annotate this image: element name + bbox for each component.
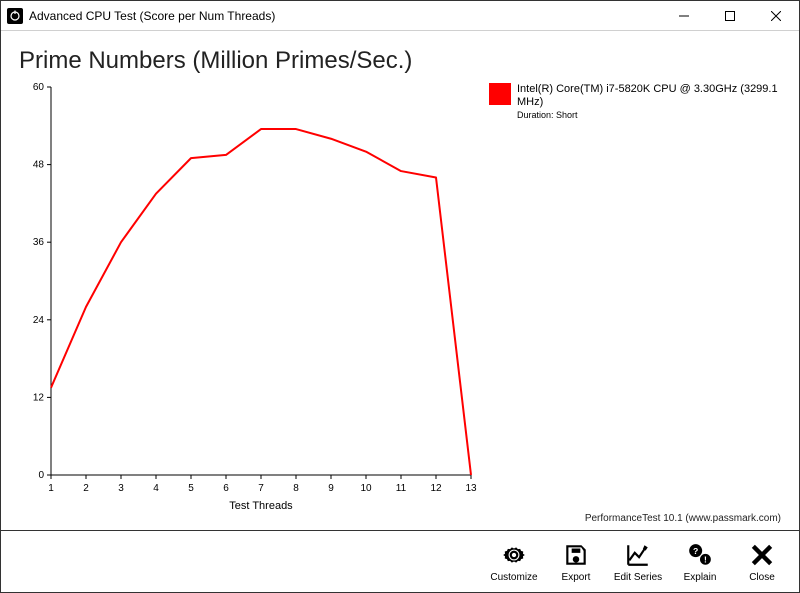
svg-text:8: 8 [293, 483, 299, 494]
minimize-button[interactable] [661, 1, 707, 30]
chart-container: 0122436486012345678910111213Test Threads [19, 79, 479, 517]
close-icon [749, 540, 775, 570]
svg-text:12: 12 [430, 483, 442, 494]
svg-text:60: 60 [33, 82, 45, 93]
export-label: Export [562, 572, 591, 583]
chart-line-icon [625, 540, 651, 570]
line-chart: 0122436486012345678910111213Test Threads [19, 79, 479, 517]
maximize-button[interactable] [707, 1, 753, 30]
svg-text:0: 0 [38, 470, 44, 481]
title-bar: Advanced CPU Test (Score per Num Threads… [1, 1, 799, 31]
legend-series-subtitle: Duration: Short [517, 110, 781, 121]
legend-text: Intel(R) Core(TM) i7-5820K CPU @ 3.30GHz… [517, 83, 781, 121]
svg-text:3: 3 [118, 483, 124, 494]
window-title: Advanced CPU Test (Score per Num Threads… [29, 9, 275, 23]
svg-text:11: 11 [396, 483, 407, 494]
svg-text:Test Threads: Test Threads [229, 500, 293, 512]
edit-series-button[interactable]: Edit Series [607, 531, 669, 592]
edit-series-label: Edit Series [614, 572, 662, 583]
explain-label: Explain [684, 572, 717, 583]
svg-text:10: 10 [360, 483, 372, 494]
close-button[interactable]: Close [731, 531, 793, 592]
close-window-button[interactable] [753, 1, 799, 30]
svg-text:6: 6 [223, 483, 229, 494]
svg-text:13: 13 [465, 483, 477, 494]
app-icon [7, 8, 23, 24]
chart-title: Prime Numbers (Million Primes/Sec.) [19, 47, 781, 75]
svg-text:9: 9 [328, 483, 334, 494]
svg-text:36: 36 [33, 237, 45, 248]
content-area: Prime Numbers (Million Primes/Sec.) 0122… [1, 31, 799, 530]
footer-credit: PerformanceTest 10.1 (www.passmark.com) [585, 513, 781, 524]
svg-text:12: 12 [33, 392, 45, 403]
explain-button[interactable]: ?! Explain [669, 531, 731, 592]
app-window: Advanced CPU Test (Score per Num Threads… [0, 0, 800, 593]
svg-text:?: ? [693, 546, 698, 556]
bottom-toolbar: Customize Export Edit Series ?! Explain … [1, 530, 799, 592]
svg-text:4: 4 [153, 483, 159, 494]
svg-text:24: 24 [33, 315, 45, 326]
export-button[interactable]: Export [545, 531, 607, 592]
legend-series-name: Intel(R) Core(TM) i7-5820K CPU @ 3.30GHz… [517, 83, 781, 109]
svg-text:7: 7 [258, 483, 264, 494]
customize-label: Customize [490, 572, 537, 583]
close-label: Close [749, 572, 775, 583]
svg-text:!: ! [704, 555, 707, 565]
legend-swatch [489, 83, 511, 105]
customize-button[interactable]: Customize [483, 531, 545, 592]
svg-text:48: 48 [33, 160, 45, 171]
gear-icon [501, 540, 527, 570]
window-controls [661, 1, 799, 30]
svg-text:5: 5 [188, 483, 194, 494]
chart-legend: Intel(R) Core(TM) i7-5820K CPU @ 3.30GHz… [489, 83, 781, 121]
question-bubble-icon: ?! [687, 540, 713, 570]
chart-row: 0122436486012345678910111213Test Threads… [19, 79, 781, 517]
save-icon [563, 540, 589, 570]
svg-text:2: 2 [83, 483, 89, 494]
svg-text:1: 1 [48, 483, 54, 494]
